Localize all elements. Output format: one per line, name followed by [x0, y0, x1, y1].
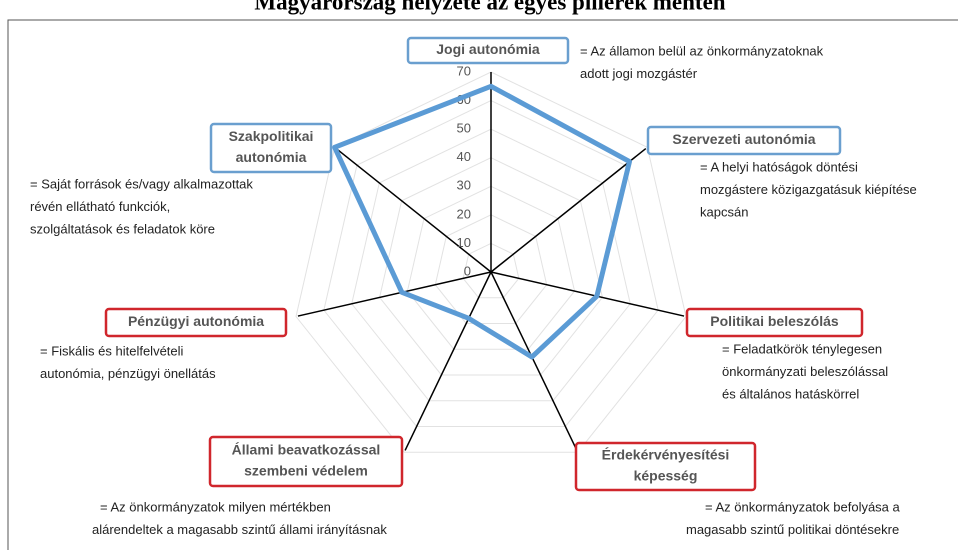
r-tick-label: 70: [457, 63, 471, 78]
axis-label: Állami beavatkozással: [232, 442, 381, 458]
series-line: [332, 83, 632, 360]
grid-ring: [406, 185, 576, 350]
r-tick-label: 10: [457, 235, 471, 250]
axis-spoke: [335, 147, 492, 273]
axis-label-box: [685, 307, 864, 338]
axis-spoke: [404, 271, 492, 451]
grid-ring: [379, 157, 603, 376]
axis-spoke: [297, 271, 492, 317]
axis-description: = Feladatkörök ténylegesen: [722, 341, 882, 356]
axis-description: = Az önkormányzatok milyen mértékben: [100, 499, 331, 514]
r-tick-label: 40: [457, 149, 471, 164]
axis-spoke: [490, 271, 685, 317]
r-tick-label: 0: [464, 263, 471, 278]
axis-label-box: [104, 307, 288, 338]
axis-label-box: [574, 441, 757, 492]
axis-description: magasabb szintű politikai döntésekre: [686, 522, 899, 537]
frame: [7, 19, 958, 550]
axis-description: önkormányzati beleszólással: [722, 364, 888, 379]
axis-label: autonómia: [236, 149, 307, 165]
axis-description: és általános hatáskörrel: [722, 386, 859, 401]
axis-label-box: [406, 36, 570, 65]
axis-description: révén ellátható funkciók,: [30, 199, 170, 214]
axis-label-box: [209, 122, 333, 174]
grid-ring: [351, 128, 631, 402]
grid-ring: [462, 242, 520, 299]
axis-label-box: [646, 125, 842, 156]
axis-description: adott jogi mozgástér: [580, 66, 698, 81]
axis-description: kapcsán: [700, 204, 748, 219]
axis-spoke: [490, 271, 578, 451]
axis-description: = A helyi hatóságok döntési: [700, 159, 858, 174]
grid-ring: [434, 214, 548, 324]
r-tick-label: 20: [457, 206, 471, 221]
axis-description: = Az önkormányzatok befolyása a: [705, 499, 901, 514]
axis-label: Szervezeti autonómia: [672, 131, 815, 147]
chart-title: Magyarország helyzete az egyes pillérek …: [254, 0, 725, 14]
axis-description: = Az államon belül az önkormányzatoknak: [580, 43, 824, 58]
axis-label: képesség: [634, 468, 698, 484]
axis-description: alárendeltek a magasabb szintű állami ir…: [92, 522, 387, 537]
r-tick-label: 50: [457, 121, 471, 136]
axis-description: mozgástere közigazgatásuk kiépítése: [700, 182, 917, 197]
axis-description: = Fiskális és hitelfelvételi: [40, 343, 184, 358]
axis-spoke: [490, 147, 647, 273]
axis-description: = Saját források és/vagy alkalmazottak: [30, 176, 253, 191]
axis-description: szolgáltatások és feladatok köre: [30, 221, 215, 236]
axis-label: Érdekérvényesítési: [602, 447, 730, 463]
grid-ring: [295, 71, 687, 453]
axis-label: Pénzügyi autonómia: [128, 313, 264, 329]
axis-label-box: [208, 435, 404, 488]
axis-label: szembeni védelem: [244, 463, 368, 479]
axis-label: Jogi autonómia: [436, 41, 540, 57]
axis-label: Szakpolitikai: [229, 128, 314, 144]
axis-description: autonómia, pénzügyi önellátás: [40, 366, 216, 381]
r-tick-label: 30: [457, 178, 471, 193]
axis-label: Politikai beleszólás: [710, 313, 839, 329]
